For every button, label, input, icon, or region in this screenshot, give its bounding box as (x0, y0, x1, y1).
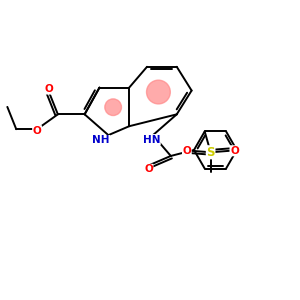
Text: HN: HN (143, 135, 160, 145)
Text: O: O (33, 126, 41, 136)
Text: S: S (206, 146, 215, 159)
Text: O: O (182, 146, 191, 156)
Text: O: O (45, 84, 53, 94)
Circle shape (105, 99, 122, 116)
Text: O: O (144, 164, 153, 174)
Text: NH: NH (92, 136, 110, 146)
Text: O: O (230, 146, 239, 156)
Circle shape (146, 80, 170, 104)
